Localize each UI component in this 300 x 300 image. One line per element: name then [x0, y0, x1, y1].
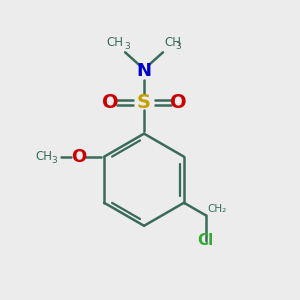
Text: 3: 3: [176, 42, 181, 51]
Text: O: O: [71, 148, 86, 166]
Text: Cl: Cl: [198, 233, 214, 248]
Text: CH: CH: [164, 36, 182, 49]
Text: O: O: [102, 93, 118, 112]
Text: 3: 3: [51, 156, 57, 165]
Text: CH: CH: [35, 150, 52, 163]
Text: S: S: [137, 93, 151, 112]
Text: CH: CH: [107, 36, 124, 49]
Text: 3: 3: [125, 42, 130, 51]
Text: O: O: [170, 93, 187, 112]
Text: N: N: [136, 62, 152, 80]
Text: CH₂: CH₂: [207, 204, 226, 214]
